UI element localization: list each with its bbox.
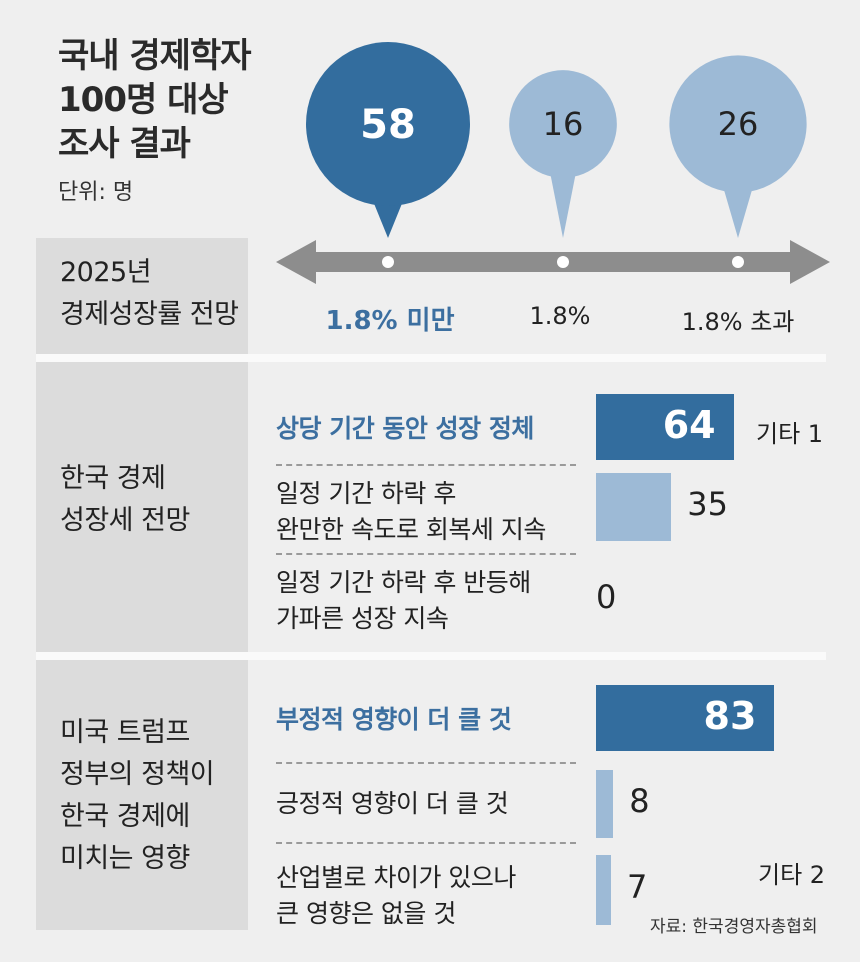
- section-label-line: 미국 트럼프: [60, 717, 190, 748]
- section-growth-rate-label-box: 2025년 경제성장률 전망: [36, 238, 248, 354]
- section-label: 2025년 경제성장률 전망: [60, 252, 242, 336]
- section-label-line: 경제성장률 전망: [60, 299, 239, 330]
- section-label: 미국 트럼프 정부의 정책이 한국 경제에 미치는 영향: [60, 712, 242, 880]
- bar-value: 8: [629, 782, 650, 820]
- title-line: 100명 대상: [58, 80, 229, 120]
- bar-label: 산업별로 차이가 있으나 큰 영향은 없을 것: [276, 860, 516, 932]
- title-line: 국내 경제학자: [58, 36, 252, 76]
- bubble-value: 26: [718, 105, 759, 143]
- bar-value: 7: [627, 868, 648, 906]
- bar-value: 83: [703, 694, 757, 738]
- timeline-dot: [382, 256, 394, 268]
- section-label-line: 미치는 영향: [60, 843, 190, 874]
- bar-label-line: 완만한 속도로 회복세 지속: [276, 515, 546, 544]
- timeline-dot: [732, 256, 744, 268]
- axis-label-below-1-8: 1.8% 미만: [325, 306, 455, 336]
- bar: [596, 473, 672, 541]
- unit-label: 단위: 명: [58, 180, 134, 205]
- row-divider: [276, 842, 576, 844]
- bar-label-line: 일정 기간 하락 후: [276, 479, 456, 508]
- section-divider: [36, 652, 826, 660]
- bubble: [509, 70, 617, 178]
- axis-label-1-8: 1.8%: [529, 302, 591, 330]
- bar-label-line: 긍정적 영향이 더 클 것: [276, 789, 509, 818]
- bar-value: 0: [596, 578, 617, 616]
- bar-label-line: 가파른 성장 지속: [276, 604, 449, 633]
- title-line: 조사 결과: [58, 124, 191, 164]
- bar-label: 일정 기간 하락 후 완만한 속도로 회복세 지속: [276, 476, 546, 548]
- bar-label-line: 큰 영향은 없을 것: [276, 899, 456, 928]
- chart-title: 국내 경제학자 100명 대상 조사 결과: [58, 34, 252, 166]
- bar-label-line: 부정적 영향이 더 클 것: [276, 705, 512, 734]
- bar-label: 상당 기간 동안 성장 정체: [276, 411, 534, 447]
- row-divider: [276, 464, 576, 466]
- bar-label-line: 산업별로 차이가 있으나: [276, 863, 516, 892]
- section-korea-outlook-label-box: 한국 경제 성장세 전망: [36, 362, 248, 652]
- bar-label: 일정 기간 하락 후 반등해 가파른 성장 지속: [276, 565, 531, 637]
- bar-label: 긍정적 영향이 더 클 것: [276, 786, 509, 822]
- bar: [596, 685, 775, 751]
- section-label-line: 한국 경제: [60, 463, 166, 494]
- bubble: [669, 55, 807, 193]
- other-label: 기타 1: [756, 420, 824, 448]
- section-label-line: 정부의 정책이: [60, 759, 215, 790]
- section-label-line: 한국 경제에: [60, 801, 190, 832]
- section-label: 한국 경제 성장세 전망: [60, 458, 242, 542]
- bubble-value: 58: [360, 102, 416, 148]
- section-divider: [36, 354, 826, 362]
- bar: [596, 770, 614, 838]
- source-label: 자료: 한국경영자총협회: [650, 917, 818, 937]
- bar-value: 64: [662, 403, 716, 447]
- bubble-value: 16: [543, 105, 584, 143]
- timeline-arrow: [276, 240, 830, 284]
- section-trump-impact-label-box: 미국 트럼프 정부의 정책이 한국 경제에 미치는 영향: [36, 660, 248, 930]
- bubble: [306, 42, 470, 206]
- bar: [596, 855, 612, 925]
- bar: [596, 394, 734, 460]
- bar-label: 부정적 영향이 더 클 것: [276, 702, 512, 738]
- bubble-chart: 58 16 26: [276, 42, 830, 284]
- section-label-line: 성장세 전망: [60, 505, 190, 536]
- other-label: 기타 2: [758, 861, 826, 889]
- bar-label-line: 상당 기간 동안 성장 정체: [276, 414, 534, 443]
- bubble-pointer: [547, 161, 579, 238]
- row-divider: [276, 553, 576, 555]
- bar-value: 35: [687, 485, 728, 523]
- axis-label-above-1-8: 1.8% 초과: [681, 308, 795, 336]
- section-label-line: 2025년: [60, 257, 152, 288]
- timeline-dot: [557, 256, 569, 268]
- row-divider: [276, 762, 576, 764]
- bar-label-line: 일정 기간 하락 후 반등해: [276, 568, 531, 597]
